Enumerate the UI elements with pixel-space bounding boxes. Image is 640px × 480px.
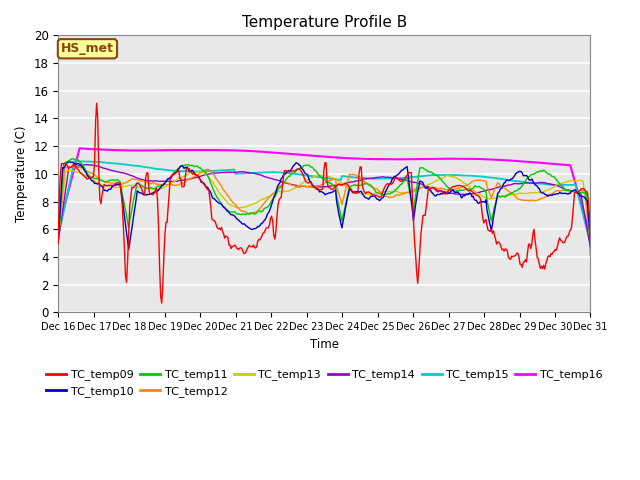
TC_temp12 — [308, 183, 316, 189]
TC_temp12 — [54, 238, 62, 243]
TC_temp09 — [493, 241, 500, 247]
TC_temp09 — [587, 252, 595, 258]
TC_temp16 — [492, 157, 499, 163]
TC_temp10 — [54, 238, 62, 244]
TC_temp12 — [372, 186, 380, 192]
TC_temp10 — [125, 247, 132, 252]
TC_temp11 — [587, 237, 595, 242]
Line: TC_temp11: TC_temp11 — [58, 158, 591, 240]
TC_temp16 — [344, 156, 351, 161]
TC_temp12 — [492, 185, 499, 191]
TC_temp15 — [344, 174, 351, 180]
TC_temp10 — [66, 159, 74, 165]
TC_temp16 — [76, 145, 83, 151]
TC_temp16 — [308, 153, 316, 158]
TC_temp09 — [344, 182, 352, 188]
TC_temp16 — [54, 227, 62, 233]
TC_temp13 — [344, 185, 351, 191]
Y-axis label: Temperature (C): Temperature (C) — [15, 126, 28, 222]
TC_temp16 — [372, 156, 380, 162]
TC_temp14 — [312, 184, 319, 190]
TC_temp14 — [54, 237, 62, 243]
Text: HS_met: HS_met — [61, 42, 114, 55]
TC_temp12 — [344, 180, 351, 186]
Line: TC_temp14: TC_temp14 — [58, 165, 591, 248]
TC_temp10 — [576, 193, 584, 199]
TC_temp15 — [308, 173, 316, 179]
TC_temp13 — [492, 195, 499, 201]
Line: TC_temp10: TC_temp10 — [58, 162, 591, 250]
TC_temp14 — [587, 245, 595, 251]
TC_temp13 — [587, 240, 595, 246]
TC_temp09 — [373, 193, 381, 199]
TC_temp12 — [587, 239, 595, 244]
TC_temp16 — [312, 153, 319, 159]
TC_temp14 — [308, 184, 316, 190]
TC_temp15 — [312, 174, 319, 180]
TC_temp13 — [66, 168, 74, 173]
TC_temp12 — [575, 188, 582, 193]
Title: Temperature Profile B: Temperature Profile B — [242, 15, 407, 30]
TC_temp13 — [372, 191, 380, 196]
TC_temp13 — [312, 173, 319, 179]
TC_temp15 — [575, 194, 582, 200]
TC_temp11 — [312, 167, 319, 173]
TC_temp10 — [344, 192, 352, 197]
Line: TC_temp16: TC_temp16 — [58, 148, 591, 236]
TC_temp15 — [587, 241, 595, 247]
TC_temp11 — [372, 190, 380, 195]
Line: TC_temp12: TC_temp12 — [58, 167, 591, 241]
TC_temp16 — [587, 233, 595, 239]
TC_temp09 — [158, 300, 166, 306]
TC_temp10 — [309, 182, 317, 188]
TC_temp11 — [492, 201, 499, 206]
TC_temp09 — [54, 241, 62, 247]
TC_temp15 — [78, 158, 86, 164]
Line: TC_temp09: TC_temp09 — [58, 103, 591, 303]
Legend: TC_temp09, TC_temp10, TC_temp11, TC_temp12, TC_temp13, TC_temp14, TC_temp15, TC_: TC_temp09, TC_temp10, TC_temp11, TC_temp… — [42, 365, 607, 401]
TC_temp15 — [492, 175, 499, 181]
TC_temp13 — [54, 235, 62, 240]
TC_temp11 — [54, 237, 62, 242]
TC_temp11 — [68, 156, 76, 161]
TC_temp10 — [493, 196, 500, 202]
TC_temp10 — [373, 196, 381, 202]
TC_temp09 — [309, 183, 317, 189]
TC_temp09 — [576, 188, 584, 193]
TC_temp13 — [575, 178, 582, 183]
X-axis label: Time: Time — [310, 337, 339, 350]
Line: TC_temp15: TC_temp15 — [58, 161, 591, 244]
TC_temp11 — [344, 193, 351, 199]
TC_temp12 — [67, 164, 75, 169]
TC_temp14 — [575, 191, 582, 196]
TC_temp11 — [308, 164, 316, 170]
TC_temp16 — [575, 192, 582, 198]
TC_temp09 — [312, 186, 320, 192]
TC_temp10 — [587, 242, 595, 248]
TC_temp11 — [575, 190, 582, 195]
TC_temp14 — [372, 175, 380, 180]
Line: TC_temp13: TC_temp13 — [58, 170, 591, 243]
TC_temp09 — [93, 100, 100, 106]
TC_temp14 — [344, 180, 351, 186]
TC_temp15 — [372, 176, 380, 181]
TC_temp14 — [82, 162, 90, 168]
TC_temp10 — [312, 186, 320, 192]
TC_temp12 — [312, 183, 319, 189]
TC_temp13 — [308, 175, 316, 180]
TC_temp14 — [492, 185, 499, 191]
TC_temp15 — [54, 234, 62, 240]
